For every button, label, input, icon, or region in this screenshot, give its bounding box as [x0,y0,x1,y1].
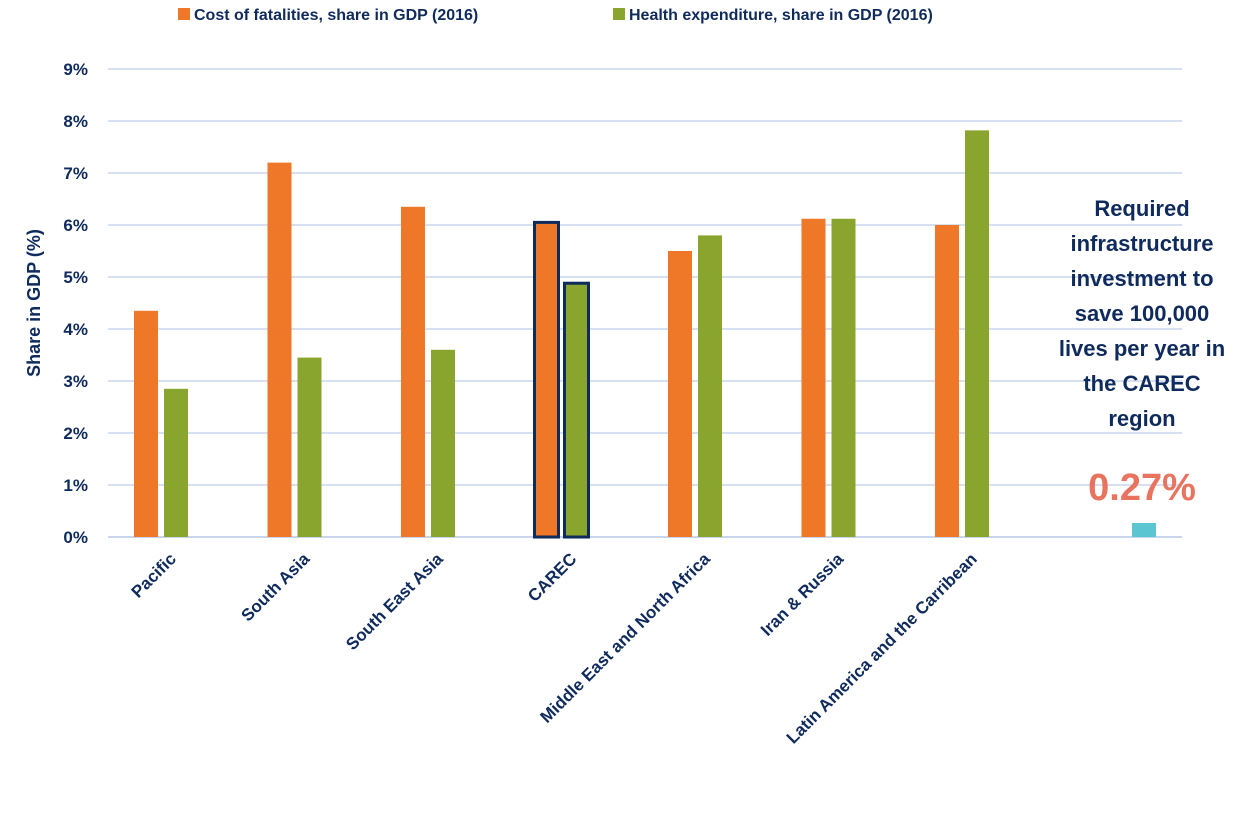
bar-infrastructure-investment [1132,522,1156,537]
bar-health-expenditure [965,130,989,538]
category-label: Pacific [128,549,180,601]
bar-cost-of-fatalities [935,225,959,537]
y-tick-label: 6% [63,216,88,235]
category-label: South Asia [238,549,314,625]
bar-cost-of-fatalities [801,218,826,537]
annotation-line: lives per year in [1059,336,1225,361]
annotation-line: Required [1094,196,1189,221]
bar-cost-of-fatalities [267,162,292,537]
annotation-line: the CAREC [1083,371,1200,396]
y-tick-label: 1% [63,476,88,495]
bar-cost-of-fatalities [401,206,425,538]
bar-cost-of-fatalities [134,310,158,537]
bar-health-expenditure [297,357,322,537]
annotation: Required infrastructure investment to save … [1059,196,1225,537]
bar-health-expenditure [164,388,188,537]
category-label: South East Asia [342,549,447,654]
category-label: Iran & Russia [757,549,848,640]
bar-cost-of-fatalities [668,251,692,537]
annotation-line: infrastructure [1070,231,1213,256]
y-tick-label: 2% [63,424,88,443]
annotation-value: 0.27% [1088,467,1196,509]
y-tick-label: 4% [63,320,88,339]
legend-swatch [613,8,625,20]
legend-label: Health expenditure, share in GDP (2016) [629,7,933,24]
category-labels: Pacific South Asia South East Asia CARECMid… [128,549,981,747]
legend-label: Cost of fatalities, share in GDP (2016) [194,7,478,24]
y-tick-label: 0% [63,528,88,547]
y-tick-label: 9% [63,60,88,79]
legend: Cost of fatalities, share in GDP (2016) H… [178,7,933,24]
bar-health-expenditure [563,281,590,539]
bar-cost-of-fatalities [533,220,560,539]
bar-health-expenditure [431,349,455,537]
bars [134,130,989,539]
legend-swatch [178,8,190,20]
y-tick-label: 8% [63,112,88,131]
annotation-line: region [1108,406,1175,431]
annotation-line: save 100,000 [1075,301,1210,326]
y-tick-label: 3% [63,372,88,391]
y-axis-label: Share in GDP (%) [24,229,44,377]
y-tick-label: 5% [63,268,88,287]
annotation-line: investment to [1070,266,1213,291]
y-tick-label: 7% [63,164,88,183]
y-axis-ticks: 0% 1% 2% 3% 4% 5% 6% 7% 8% 9% [63,60,88,547]
bar-health-expenditure [831,218,856,537]
category-label: CAREC [524,549,580,605]
bar-health-expenditure [698,235,722,537]
